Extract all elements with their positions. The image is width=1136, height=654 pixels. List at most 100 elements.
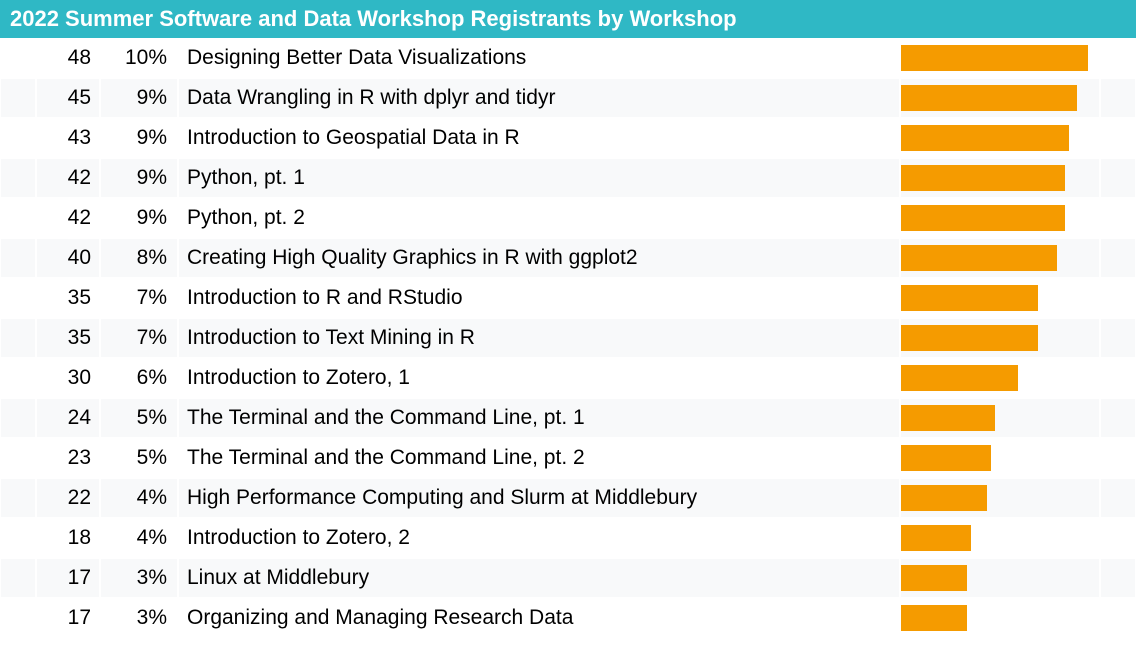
count-cell: 35	[36, 318, 100, 358]
spacer	[1100, 118, 1136, 158]
bar-cell	[900, 158, 1100, 198]
count-cell: 40	[36, 238, 100, 278]
table-row: 357%Introduction to R and RStudio	[0, 278, 1136, 318]
spacer	[0, 518, 36, 558]
spacer	[0, 318, 36, 358]
bar-cell	[900, 38, 1100, 78]
bar	[901, 485, 987, 511]
spacer	[0, 78, 36, 118]
bar-cell	[900, 478, 1100, 518]
workshop-name-cell: Introduction to R and RStudio	[178, 278, 900, 318]
count-cell: 45	[36, 78, 100, 118]
percent-cell: 9%	[100, 158, 178, 198]
count-cell: 35	[36, 278, 100, 318]
spacer	[1100, 78, 1136, 118]
count-cell: 23	[36, 438, 100, 478]
spacer	[1100, 398, 1136, 438]
count-cell: 48	[36, 38, 100, 78]
bar	[901, 325, 1038, 351]
spacer	[1100, 158, 1136, 198]
table-row: 173%Organizing and Managing Research Dat…	[0, 598, 1136, 638]
bar-cell	[900, 198, 1100, 238]
table-row: 235%The Terminal and the Command Line, p…	[0, 438, 1136, 478]
spacer	[1100, 478, 1136, 518]
bar-cell	[900, 318, 1100, 358]
bar-cell	[900, 598, 1100, 638]
bar	[901, 125, 1069, 151]
count-cell: 18	[36, 518, 100, 558]
spacer	[1100, 198, 1136, 238]
bar-cell	[900, 78, 1100, 118]
spacer	[1100, 558, 1136, 598]
percent-cell: 9%	[100, 198, 178, 238]
spacer	[0, 478, 36, 518]
spacer	[0, 558, 36, 598]
percent-cell: 5%	[100, 398, 178, 438]
spacer	[0, 238, 36, 278]
spacer	[0, 158, 36, 198]
bar	[901, 565, 967, 591]
spacer	[1100, 278, 1136, 318]
percent-cell: 6%	[100, 358, 178, 398]
count-cell: 43	[36, 118, 100, 158]
workshop-name-cell: Creating High Quality Graphics in R with…	[178, 238, 900, 278]
percent-cell: 3%	[100, 598, 178, 638]
bar-cell	[900, 558, 1100, 598]
spacer	[0, 598, 36, 638]
percent-cell: 8%	[100, 238, 178, 278]
workshop-name-cell: Introduction to Geospatial Data in R	[178, 118, 900, 158]
count-cell: 24	[36, 398, 100, 438]
bar	[901, 285, 1038, 311]
spacer	[0, 398, 36, 438]
spacer	[1100, 598, 1136, 638]
bar	[901, 245, 1057, 271]
workshop-name-cell: Python, pt. 1	[178, 158, 900, 198]
percent-cell: 7%	[100, 318, 178, 358]
workshop-name-cell: The Terminal and the Command Line, pt. 1	[178, 398, 900, 438]
bar	[901, 365, 1018, 391]
table-row: 429%Python, pt. 1	[0, 158, 1136, 198]
spacer	[0, 38, 36, 78]
bar	[901, 445, 991, 471]
workshop-name-cell: Python, pt. 2	[178, 198, 900, 238]
bar-cell	[900, 358, 1100, 398]
bar-cell	[900, 518, 1100, 558]
bar-cell	[900, 398, 1100, 438]
bar	[901, 605, 967, 631]
spacer	[1100, 38, 1136, 78]
count-cell: 22	[36, 478, 100, 518]
table-row: 184%Introduction to Zotero, 2	[0, 518, 1136, 558]
table-row: 357%Introduction to Text Mining in R	[0, 318, 1136, 358]
data-table: 4810%Designing Better Data Visualization…	[0, 38, 1136, 638]
spacer	[0, 278, 36, 318]
bar	[901, 405, 995, 431]
count-cell: 42	[36, 198, 100, 238]
table-row: 439%Introduction to Geospatial Data in R	[0, 118, 1136, 158]
percent-cell: 5%	[100, 438, 178, 478]
spacer	[1100, 438, 1136, 478]
spacer	[1100, 518, 1136, 558]
percent-cell: 9%	[100, 118, 178, 158]
count-cell: 17	[36, 598, 100, 638]
table-row: 4810%Designing Better Data Visualization…	[0, 38, 1136, 78]
bar-cell	[900, 118, 1100, 158]
count-cell: 42	[36, 158, 100, 198]
percent-cell: 3%	[100, 558, 178, 598]
count-cell: 30	[36, 358, 100, 398]
bar	[901, 85, 1077, 111]
workshop-name-cell: The Terminal and the Command Line, pt. 2	[178, 438, 900, 478]
percent-cell: 10%	[100, 38, 178, 78]
table-row: 459%Data Wrangling in R with dplyr and t…	[0, 78, 1136, 118]
bar	[901, 205, 1065, 231]
table-row: 429%Python, pt. 2	[0, 198, 1136, 238]
bar	[901, 525, 971, 551]
workshop-name-cell: Linux at Middlebury	[178, 558, 900, 598]
workshop-name-cell: Introduction to Text Mining in R	[178, 318, 900, 358]
bar-cell	[900, 278, 1100, 318]
bar-cell	[900, 438, 1100, 478]
table-row: 306%Introduction to Zotero, 1	[0, 358, 1136, 398]
percent-cell: 7%	[100, 278, 178, 318]
percent-cell: 9%	[100, 78, 178, 118]
table-row: 245%The Terminal and the Command Line, p…	[0, 398, 1136, 438]
percent-cell: 4%	[100, 478, 178, 518]
